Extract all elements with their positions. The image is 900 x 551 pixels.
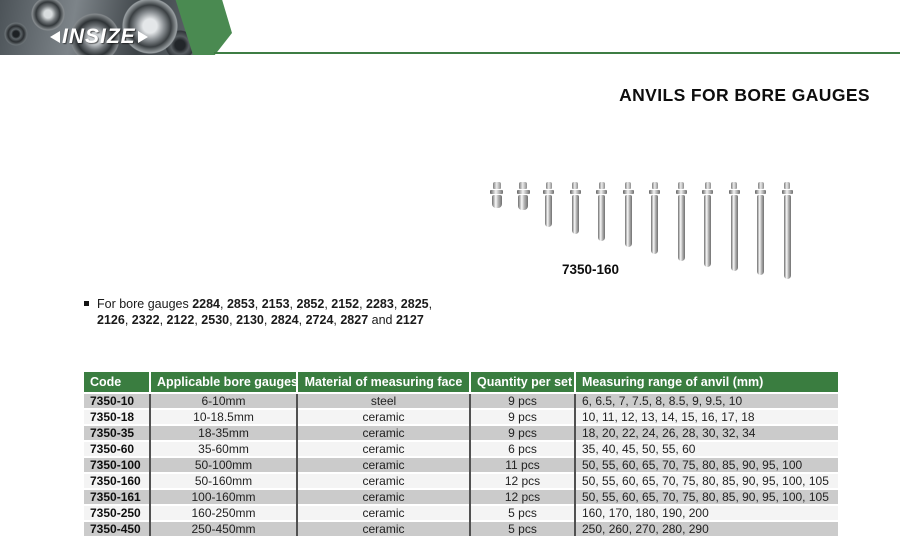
column-header-bore-gauges: Applicable bore gauges — [149, 372, 297, 393]
code-cell: 7350-160 — [84, 472, 150, 489]
material-cell: ceramic — [296, 456, 470, 473]
code-cell: 7350-18 — [84, 408, 150, 425]
bore-range-cell: 250-450mm — [149, 520, 297, 536]
bore-range-cell: 18-35mm — [149, 424, 297, 441]
measuring-range-cell: 50, 55, 60, 65, 70, 75, 80, 85, 90, 95, … — [574, 456, 838, 473]
quantity-cell: 5 pcs — [469, 504, 575, 521]
anvil — [781, 182, 793, 279]
anvil — [490, 182, 503, 208]
insize-logo: INSIZE — [50, 25, 148, 49]
bore-range-cell: 10-18.5mm — [149, 408, 297, 425]
left-arrow-icon — [50, 31, 60, 43]
column-header-code: Code — [84, 372, 150, 393]
measuring-range-cell: 35, 40, 45, 50, 55, 60 — [574, 440, 838, 457]
table-header-row: Code Applicable bore gauges Material of … — [84, 372, 838, 393]
material-cell: ceramic — [296, 504, 470, 521]
anvil — [569, 182, 581, 234]
note-text: For bore gauges 2284, 2853, 2153, 2852, … — [97, 297, 433, 327]
material-cell: ceramic — [296, 440, 470, 457]
figure-label: 7350-160 — [562, 262, 620, 277]
logo-text: INSIZE — [62, 25, 136, 48]
table-row: 7350-18 10-18.5mm ceramic 9 pcs 10, 11, … — [84, 408, 838, 425]
anvil — [596, 182, 607, 241]
measuring-range-cell: 10, 11, 12, 13, 14, 15, 16, 17, 18 — [574, 408, 838, 425]
machinery-photo — [0, 0, 193, 55]
table-row: 7350-450 250-450mm ceramic 5 pcs 250, 26… — [84, 520, 838, 536]
bore-range-cell: 6-10mm — [149, 392, 297, 409]
right-arrow-icon — [137, 31, 148, 43]
table-row: 7350-100 50-100mm ceramic 11 pcs 50, 55,… — [84, 456, 838, 473]
table-row: 7350-35 18-35mm ceramic 9 pcs 18, 20, 22… — [84, 424, 838, 441]
material-cell: ceramic — [296, 488, 470, 505]
table-row: 7350-160 50-160mm ceramic 12 pcs 50, 55,… — [84, 472, 838, 489]
code-cell: 7350-10 — [84, 392, 150, 409]
quantity-cell: 6 pcs — [469, 440, 575, 457]
bore-range-cell: 50-100mm — [149, 456, 297, 473]
brand-banner: INSIZE — [0, 0, 900, 56]
quantity-cell: 5 pcs — [469, 520, 575, 536]
bore-range-cell: 100-160mm — [149, 488, 297, 505]
anvil — [516, 182, 530, 210]
code-cell: 7350-250 — [84, 504, 150, 521]
anvil — [543, 182, 554, 227]
column-header-material: Material of measuring face — [296, 372, 470, 393]
bore-range-cell: 35-60mm — [149, 440, 297, 457]
measuring-range-cell: 50, 55, 60, 65, 70, 75, 80, 85, 90, 95, … — [574, 488, 838, 505]
column-header-quantity: Quantity per set — [469, 372, 575, 393]
code-cell: 7350-100 — [84, 456, 150, 473]
table-row: 7350-60 35-60mm ceramic 6 pcs 35, 40, 45… — [84, 440, 838, 457]
quantity-cell: 12 pcs — [469, 488, 575, 505]
quantity-cell: 9 pcs — [469, 392, 575, 409]
material-cell: ceramic — [296, 424, 470, 441]
page-title: ANVILS FOR BORE GAUGES — [619, 85, 870, 105]
material-cell: ceramic — [296, 520, 470, 536]
table-row: 7350-10 6-10mm steel 9 pcs 6, 6.5, 7, 7.… — [84, 392, 838, 409]
quantity-cell: 9 pcs — [469, 424, 575, 441]
measuring-range-cell: 250, 260, 270, 280, 290 — [574, 520, 838, 536]
bullet-icon — [84, 301, 89, 306]
material-cell: ceramic — [296, 472, 470, 489]
quantity-cell: 11 pcs — [469, 456, 575, 473]
code-cell: 7350-35 — [84, 424, 150, 441]
measuring-range-cell: 160, 170, 180, 190, 200 — [574, 504, 838, 521]
spec-table: Code Applicable bore gauges Material of … — [84, 372, 838, 536]
code-cell: 7350-161 — [84, 488, 150, 505]
anvil — [702, 182, 713, 267]
anvil — [675, 182, 687, 261]
measuring-range-cell: 6, 6.5, 7, 7.5, 8, 8.5, 9, 9.5, 10 — [574, 392, 838, 409]
product-figure: 7350-160 — [478, 166, 813, 288]
measuring-range-cell: 18, 20, 22, 24, 26, 28, 30, 32, 34 — [574, 424, 838, 441]
quantity-cell: 12 pcs — [469, 472, 575, 489]
column-header-measuring-range: Measuring range of anvil (mm) — [574, 372, 838, 393]
anvil — [649, 182, 660, 254]
header-rule — [214, 52, 900, 54]
compatibility-note: For bore gauges 2284, 2853, 2153, 2852, … — [84, 296, 446, 328]
code-cell: 7350-60 — [84, 440, 150, 457]
table-row: 7350-250 160-250mm ceramic 5 pcs 160, 17… — [84, 504, 838, 521]
material-cell: steel — [296, 392, 470, 409]
bore-range-cell: 160-250mm — [149, 504, 297, 521]
anvil — [728, 182, 740, 271]
code-cell: 7350-450 — [84, 520, 150, 536]
anvil — [622, 182, 634, 247]
measuring-range-cell: 50, 55, 60, 65, 70, 75, 80, 85, 90, 95, … — [574, 472, 838, 489]
bore-range-cell: 50-160mm — [149, 472, 297, 489]
table-row: 7350-161 100-160mm ceramic 12 pcs 50, 55… — [84, 488, 838, 505]
material-cell: ceramic — [296, 408, 470, 425]
quantity-cell: 9 pcs — [469, 408, 575, 425]
anvil — [755, 182, 766, 275]
